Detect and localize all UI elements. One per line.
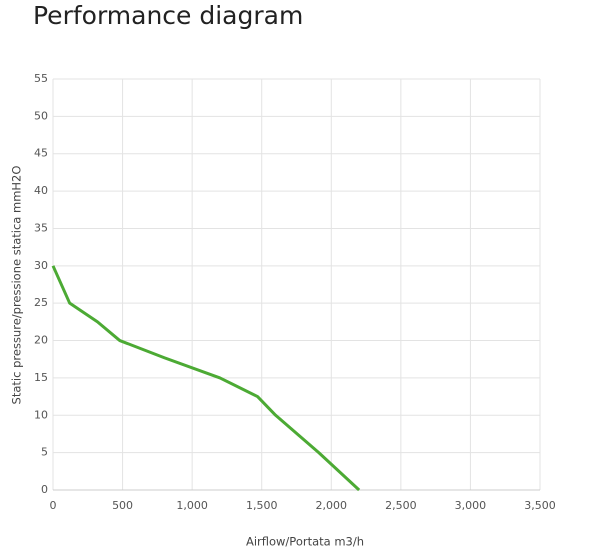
y-tick-label: 30 — [34, 259, 48, 272]
x-tick-label: 2,500 — [385, 499, 417, 512]
x-tick-label: 3,000 — [455, 499, 487, 512]
x-tick-label: 3,500 — [524, 499, 556, 512]
y-axis-title: Static pressure/pressione statica mmH2O — [10, 166, 24, 405]
chart-title: Performance diagram — [33, 1, 303, 30]
line-series — [51, 265, 361, 492]
y-tick-label: 20 — [34, 334, 48, 347]
y-tick-label: 40 — [34, 184, 48, 197]
y-tick-label: 25 — [34, 296, 48, 309]
y-tick-label: 35 — [34, 221, 48, 234]
x-tick-label: 1,000 — [176, 499, 208, 512]
x-tick-label: 1,500 — [246, 499, 278, 512]
x-tick-label: 500 — [112, 499, 133, 512]
x-tick-label: 2,000 — [316, 499, 348, 512]
y-tick-label: 55 — [34, 72, 48, 85]
x-tick-label: 0 — [50, 499, 57, 512]
y-tick-label: 50 — [34, 109, 48, 122]
x-axis-title: Airflow/Portata m3/h — [246, 535, 364, 549]
y-tick-label: 10 — [34, 408, 48, 421]
y-tick-label: 45 — [34, 147, 48, 160]
y-tick-label: 15 — [34, 371, 48, 384]
y-tick-label: 0 — [41, 483, 48, 496]
y-tick-label: 5 — [41, 446, 48, 459]
